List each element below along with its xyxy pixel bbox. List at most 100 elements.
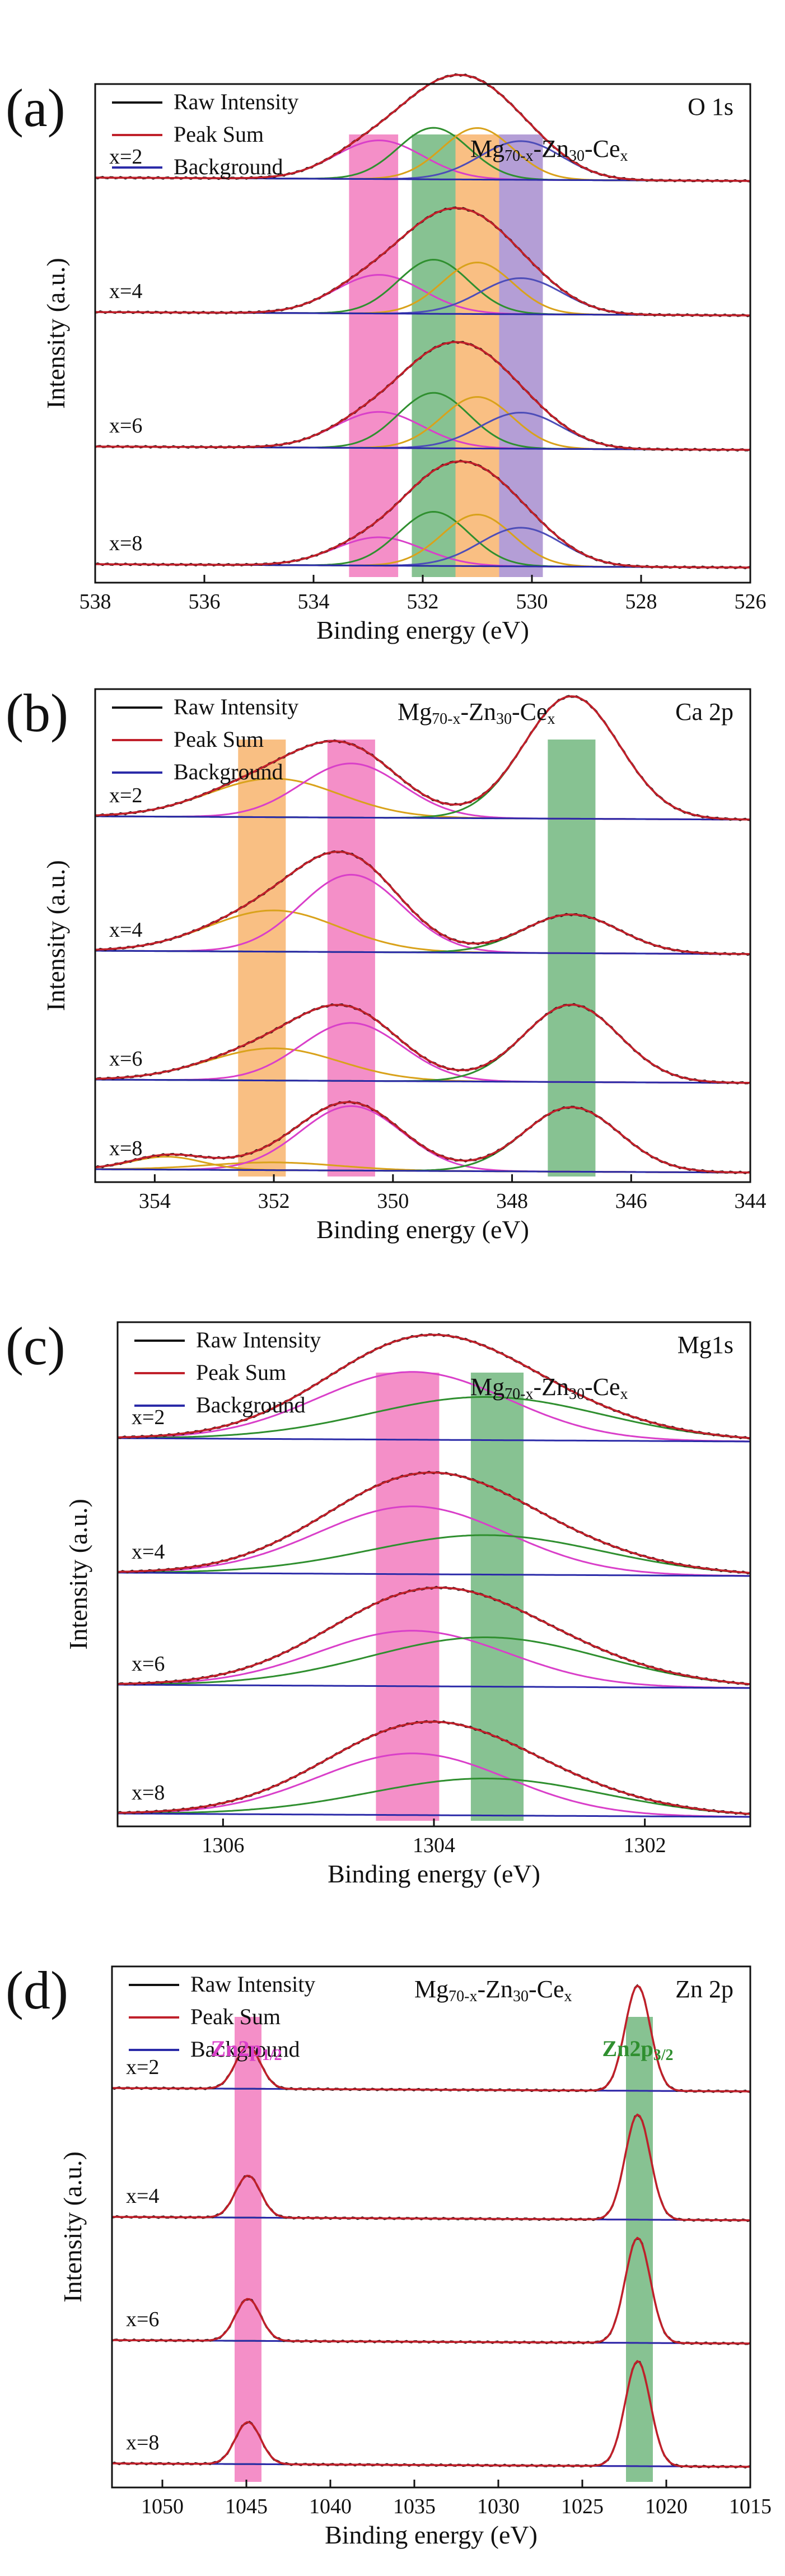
x-tick-label: 352 (258, 1189, 290, 1213)
spectrum-title: O 1s (688, 93, 733, 120)
highlight-band (455, 134, 499, 577)
panel-label: (c) (6, 1316, 66, 1376)
peak-label: Zn2p3/2 (602, 2036, 674, 2064)
highlight-band (412, 134, 456, 577)
component-curve (95, 1003, 751, 1084)
x-tick-label: 1030 (477, 2495, 520, 2518)
legend-item: Peak Sum (174, 122, 264, 147)
x-tick-label: 1304 (413, 1834, 455, 1857)
plot-frame (94, 688, 751, 1183)
raw-intensity-line (95, 1100, 751, 1175)
x-axis-title: Binding energy (eV) (325, 2521, 538, 2549)
component-curve (118, 1778, 751, 1815)
component-curve (112, 2174, 750, 2221)
raw-intensity-line (95, 1003, 751, 1085)
x-tick-label: 1045 (225, 2495, 268, 2518)
highlight-band (327, 740, 375, 1177)
peak-sum-line (117, 1471, 751, 1574)
x-tick-label: 1050 (141, 2495, 184, 2518)
series-label: x=8 (109, 1137, 142, 1160)
background-line (95, 815, 750, 821)
component-curve (95, 1105, 750, 1174)
spectrum-title: Mg1s (677, 1331, 733, 1359)
x-tick-label: 1015 (729, 2495, 772, 2518)
peak-sum-line (95, 73, 750, 182)
series-label: x=8 (132, 1781, 165, 1805)
x-tick-label: 350 (377, 1189, 409, 1213)
component-curve (118, 1371, 751, 1443)
series-label: x=4 (126, 2184, 159, 2208)
peak-sum-line (117, 1587, 751, 1685)
component-curve (112, 2298, 750, 2345)
x-tick-label: 1306 (202, 1834, 244, 1857)
series-label: x=2 (126, 2056, 159, 2079)
peak-sum-line (112, 2360, 750, 2468)
x-axis-title: Binding energy (eV) (316, 616, 529, 644)
panel-a: x=2 x=4 x=6 x=8 538 536 534 532 530 528 526 Binding… (6, 73, 767, 644)
panel-label: (a) (6, 78, 66, 138)
x-tick-label: 532 (407, 590, 439, 613)
peak-sum-line (95, 850, 750, 955)
peak-sum-line (95, 207, 750, 317)
peak-sum-line (95, 695, 751, 821)
component-curve (95, 1047, 750, 1084)
component-curve (112, 2421, 750, 2468)
peak-label: Zn2p1/2 (211, 2036, 282, 2064)
peak-sum-line (95, 1101, 750, 1174)
legend-item: Background (174, 154, 283, 179)
y-axis-title: Intensity (a.u.) (41, 860, 70, 1011)
background-line (95, 950, 750, 955)
component-curve (95, 1022, 750, 1084)
background-line (118, 1437, 750, 1443)
x-axis-title: Binding energy (eV) (328, 1859, 540, 1888)
component-curve (112, 2113, 750, 2221)
highlight-band (235, 2017, 261, 2482)
x-tick-label: 530 (516, 590, 548, 613)
raw-intensity-line (111, 2361, 751, 2469)
x-tick-label: 348 (496, 1189, 528, 1213)
series-label: x=8 (126, 2431, 159, 2454)
component-curve (95, 1106, 750, 1174)
highlight-band (626, 2017, 653, 2482)
legend-item: Peak Sum (190, 2004, 281, 2029)
x-axis-title: Binding energy (eV) (316, 1215, 529, 1244)
panel-b: x=2 x=4 x=6 x=8 354 352 350 348 346 344 Binding en… (6, 683, 767, 1244)
x-tick-label: 1025 (561, 2495, 604, 2518)
background-line (118, 1571, 750, 1577)
x-tick-label: 526 (735, 590, 767, 613)
series-label: x=6 (132, 1652, 165, 1676)
plot-frame (111, 1965, 751, 2489)
series-label: x=6 (109, 414, 142, 438)
legend-item: Raw Intensity (174, 694, 298, 719)
series-label: x=2 (132, 1406, 165, 1429)
raw-intensity-line (111, 2238, 751, 2346)
raw-intensity-line (95, 850, 751, 956)
peak-sum-line (95, 1003, 751, 1084)
highlight-band (548, 740, 596, 1177)
x-tick-label: 1040 (309, 2495, 352, 2518)
x-tick-label: 346 (615, 1189, 647, 1213)
legend-item: Background (174, 759, 283, 784)
x-tick-label: 1302 (624, 1834, 666, 1857)
series-label: x=6 (109, 1047, 142, 1071)
background-line (118, 1812, 750, 1818)
series-label: x=8 (109, 532, 142, 555)
highlight-band (238, 740, 286, 1177)
x-tick-label: 1020 (645, 2495, 688, 2518)
component-curve (118, 1752, 750, 1818)
legend-item: Peak Sum (174, 727, 264, 752)
composition-formula: Mg70-x-Zn30-Cex (414, 1975, 572, 2005)
composition-formula: Mg70-x-Zn30-Cex (470, 135, 628, 165)
highlight-band (376, 1373, 440, 1821)
peak-sum-line (112, 1984, 750, 2093)
y-axis-title: Intensity (a.u.) (58, 2151, 87, 2303)
series-label: x=4 (109, 280, 142, 303)
component-curve (118, 1505, 751, 1577)
component-curve (95, 873, 750, 955)
component-curve (112, 2360, 750, 2468)
component-curve (112, 2236, 750, 2345)
peak-sum-line (117, 1333, 751, 1439)
series-label: x=4 (109, 918, 142, 942)
spectrum-title: Zn 2p (675, 1975, 733, 2003)
peak-sum-line (95, 460, 750, 569)
